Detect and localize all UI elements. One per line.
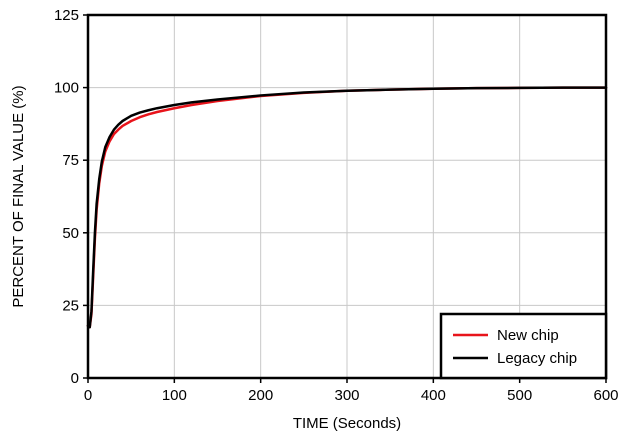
x-axis-title: TIME (Seconds) [293,415,401,432]
y-tick-label: 100 [54,80,79,97]
y-axis-ticks: 0 25 50 75 100 125 [54,7,88,387]
x-tick-label: 100 [162,387,187,404]
y-tick-label: 125 [54,7,79,24]
x-tick-label: 0 [84,387,92,404]
x-tick-label: 600 [593,387,618,404]
x-axis-ticks: 0 100 200 300 400 500 600 [84,378,619,404]
legend-label-new-chip: New chip [497,327,559,344]
x-tick-label: 200 [248,387,273,404]
series-lines [86,86,608,329]
legend-box [439,312,608,380]
legend: New chip Legacy chip [439,312,608,380]
x-tick-label: 400 [421,387,446,404]
y-tick-label: 75 [62,152,79,169]
y-axis-title: PERCENT OF FINAL VALUE (%) [10,85,27,307]
x-tick-label: 500 [507,387,532,404]
y-tick-label: 25 [62,297,79,314]
series-line-legacy-chip [86,86,608,329]
legend-label-legacy-chip: Legacy chip [497,350,577,367]
x-tick-label: 300 [334,387,359,404]
y-tick-label: 0 [71,370,79,387]
y-tick-label: 50 [62,225,79,242]
